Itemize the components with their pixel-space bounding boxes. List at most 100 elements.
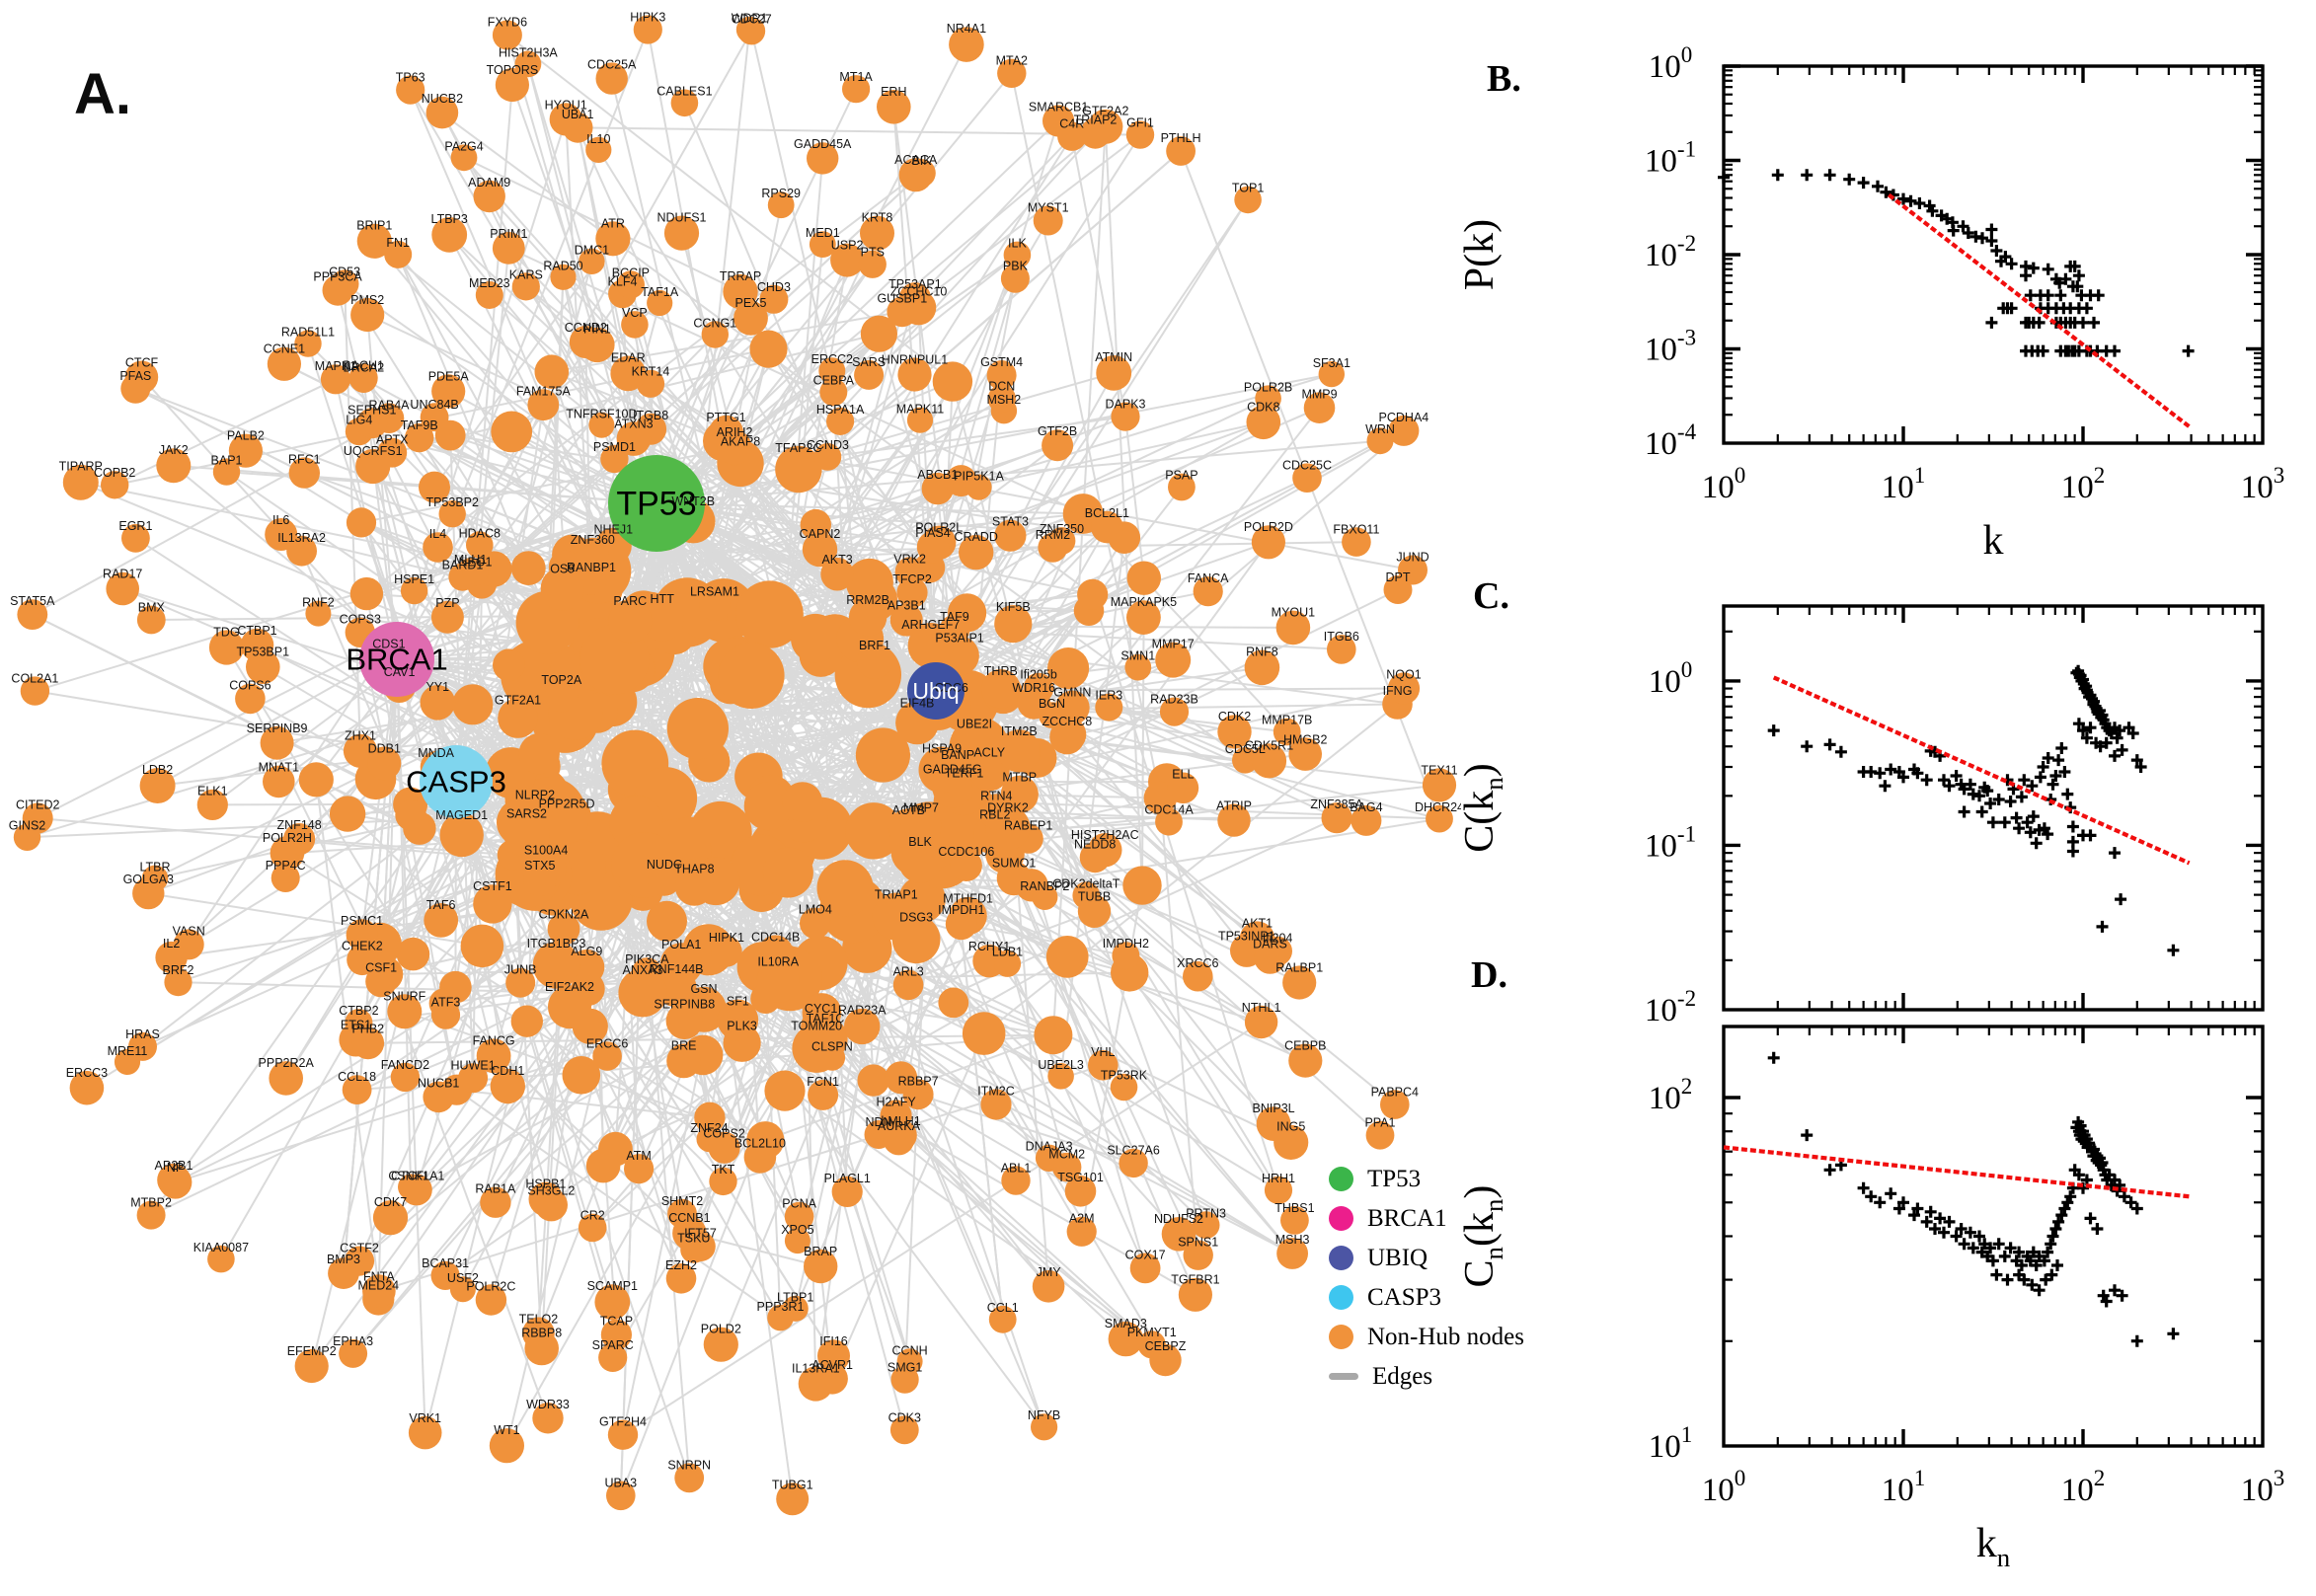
node-label: COX17 [1125, 1249, 1166, 1262]
y-tick-label: 100 [1649, 42, 1693, 85]
network-node [1034, 1016, 1072, 1054]
node-label: JUNB [504, 963, 537, 977]
node-label: UBE2I [957, 718, 992, 731]
node-label: FAM175A [516, 384, 572, 398]
data-point-marker [2055, 742, 2067, 754]
legend-label: Edges [1372, 1364, 1432, 1389]
node-label: ATMIN [1095, 350, 1132, 364]
data-point-marker [1801, 169, 1813, 181]
node-label: CCNG1 [693, 316, 736, 330]
node-label: IFNG [1383, 684, 1413, 698]
data-point-marker [2028, 810, 2040, 822]
node-label: TELO2 [519, 1313, 559, 1327]
node-label: CEBPZ [1145, 1339, 1187, 1353]
node-label: BRIP1 [356, 219, 392, 233]
data-point-marker [2119, 1190, 2130, 1202]
data-point-marker [2028, 263, 2040, 274]
node-label: NDUFS1 [656, 211, 706, 225]
node-label: GADD45G [923, 763, 982, 777]
node-label: TSKU [677, 1232, 710, 1246]
data-point-marker [1768, 1052, 1780, 1064]
node-label: CCL18 [338, 1070, 376, 1084]
data-point-marker [2054, 289, 2066, 301]
y-axis-title: P(k) [1457, 219, 1503, 290]
node-label: IL13RA2 [277, 531, 326, 545]
data-point-marker [2006, 258, 2018, 269]
node-label: GSN [690, 982, 717, 996]
node-label: DARS [1253, 937, 1287, 950]
node-label: ERCC6 [586, 1036, 628, 1050]
node-label: SF3A1 [1313, 356, 1351, 370]
node-label: ITGB6 [1324, 630, 1359, 644]
node-label: ING5 [1276, 1120, 1305, 1134]
network-node [963, 1012, 1006, 1055]
data-point-marker [1999, 816, 2011, 828]
data-point-marker [2016, 791, 2028, 802]
data-point-marker [1874, 767, 1886, 779]
y-tick-label: 102 [1649, 1074, 1693, 1116]
node-label: PDE5A [428, 369, 470, 383]
network-graph: PRIM1NHEJ1KLF4TFAP2CHIST2H3ACSTF1CSTF2AP… [0, 0, 1461, 1591]
node-label: A2M [1069, 1212, 1095, 1226]
y-tick-label: 10-4 [1645, 419, 1697, 462]
node-label: CDC25A [587, 57, 637, 71]
node-label: ILK [1008, 237, 1027, 251]
node-label: CEBPA [813, 373, 855, 387]
data-points [1768, 665, 2180, 956]
node-label: PPP3CA [313, 270, 362, 284]
network-node [452, 684, 493, 724]
network-node [668, 817, 711, 860]
node-label: BACH1 [343, 358, 384, 372]
node-label: HRH1 [1262, 1172, 1295, 1185]
data-point-marker [1858, 1182, 1870, 1194]
node-label: COPS6 [229, 679, 270, 693]
node-label: KRT8 [862, 211, 893, 225]
node-label: CDK8 [1247, 401, 1279, 415]
network-edge [1125, 417, 1144, 578]
node-label: MMP17B [1262, 714, 1312, 727]
node-label: ITM2B [1001, 724, 1038, 738]
node-label: HSPE1 [394, 572, 434, 586]
node-label: TSG101 [1057, 1171, 1104, 1184]
axis-ticks [1724, 66, 2263, 443]
hub-label: CASP3 [406, 765, 506, 799]
network-node [493, 648, 525, 681]
node-label: NEDD8 [1074, 837, 1116, 851]
node-label: ACVR1 [811, 1358, 853, 1372]
data-point-marker [2167, 945, 2179, 956]
node-label: ARL3 [892, 965, 923, 979]
network-node [938, 988, 968, 1019]
node-label: JAK2 [159, 443, 189, 457]
node-label: COPS3 [340, 613, 381, 627]
network-node [586, 1149, 621, 1183]
network-node [858, 1064, 889, 1096]
axis-ticks [1724, 1026, 2263, 1446]
node-label: SMARCB1 [1029, 100, 1088, 114]
network-node [933, 361, 972, 401]
node-label: UNC84B [410, 398, 458, 412]
node-label: ABL1 [1001, 1161, 1032, 1175]
network-edge [33, 418, 389, 615]
node-label: UQCRFS1 [344, 444, 403, 458]
node-label: FXYD6 [488, 16, 527, 30]
network-node [1046, 936, 1089, 978]
node-label: CSF1 [365, 961, 397, 975]
node-label: PABPC4 [1371, 1085, 1419, 1099]
node-label: ELK1 [197, 785, 228, 798]
node-label: LDB2 [142, 763, 173, 777]
node-label: GTF2B [1038, 424, 1077, 438]
network-node [347, 507, 376, 537]
node-label: FCN1 [807, 1075, 839, 1089]
node-label: GTF2A1 [495, 693, 541, 707]
node-label: SMG1 [888, 1361, 922, 1375]
node-label: HIPK1 [709, 931, 744, 945]
node-label: CDK2 [1218, 710, 1251, 723]
node-label: CEBPB [1284, 1039, 1326, 1053]
node-label: ZNF360 [571, 533, 615, 547]
node-label: TCAP [600, 1315, 633, 1329]
node-label: WDR16 [1012, 681, 1055, 695]
node-label: LMO4 [799, 903, 832, 917]
node-label: SLC27A6 [1107, 1144, 1160, 1158]
data-point-marker [2011, 812, 2023, 824]
